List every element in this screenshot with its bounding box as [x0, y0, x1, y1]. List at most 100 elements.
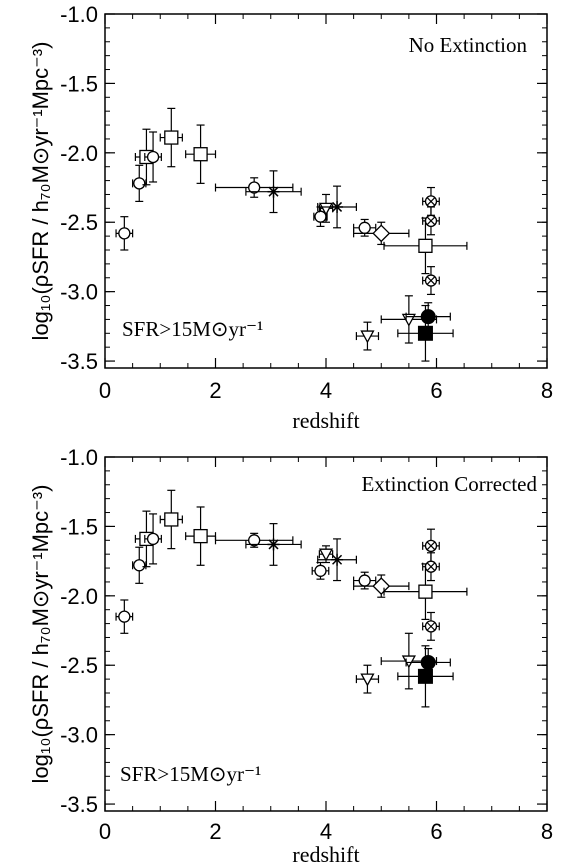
data-point — [422, 552, 440, 582]
y-tick-labels: -1.0 -1.5 -2.0 -2.5 -3.0 -3.5 — [60, 445, 98, 817]
point-marker-arm — [332, 201, 343, 212]
point-marker — [360, 330, 375, 344]
annotation-bottom: SFR>15M⊙yr⁻¹ — [122, 317, 263, 341]
y-tick-label: -1.0 — [60, 2, 98, 27]
y-axis-label: log₁₀(ρSFR / h₇₀M⊙yr⁻¹Mpc⁻³) — [28, 42, 53, 341]
data-point — [317, 185, 357, 229]
point-marker-cross — [426, 216, 436, 226]
point-marker — [358, 221, 371, 234]
annotation-top: No Extinction — [409, 33, 528, 57]
x-tick-label: 2 — [209, 819, 221, 844]
point-marker — [146, 150, 160, 164]
annotation-top: Extinction Corrected — [361, 472, 537, 496]
point-marker — [248, 181, 261, 194]
x-tick-label: 6 — [430, 819, 442, 844]
data-point — [313, 206, 328, 227]
data-point — [144, 513, 162, 565]
data-point — [245, 170, 302, 214]
point-marker — [314, 210, 327, 223]
data-point — [214, 532, 294, 548]
point-marker — [420, 309, 436, 325]
data-point — [115, 599, 134, 634]
y-tick-label: -3.5 — [60, 792, 98, 817]
y-tick-label: -2.0 — [60, 141, 98, 166]
point-marker — [372, 224, 391, 243]
data-point — [144, 131, 162, 183]
point-marker — [193, 147, 208, 162]
x-tick-label: 0 — [99, 378, 111, 403]
data-point — [355, 664, 380, 694]
data-point — [185, 124, 217, 184]
data-point — [159, 107, 183, 168]
x-tick-label: 8 — [541, 378, 553, 403]
y-tick-labels: -1.0 -1.5 -2.0 -2.5 -3.0 -3.5 — [60, 2, 98, 374]
point-marker — [417, 325, 433, 341]
point-marker — [248, 534, 261, 547]
y-tick-label: -2.5 — [60, 210, 98, 235]
point-marker — [420, 654, 436, 670]
y-tick-label: -1.5 — [60, 71, 98, 96]
point-marker — [164, 512, 179, 527]
chart-panel-extinction-corrected: -1.0 -1.5 -2.0 -2.5 -3.0 -3.5 0 2 4 6 8 Extinctio… — [28, 445, 553, 867]
point-marker — [133, 177, 146, 190]
y-tick-label: -2.5 — [60, 653, 98, 678]
point-marker — [418, 584, 433, 599]
point-marker — [358, 574, 371, 587]
data-point — [159, 489, 183, 550]
x-tick-label: 2 — [209, 378, 221, 403]
point-marker — [118, 610, 131, 623]
point-marker-cross — [426, 276, 436, 285]
point-marker-cross — [426, 562, 436, 572]
point-marker — [193, 528, 208, 544]
x-tick-label: 0 — [99, 819, 111, 844]
data-point — [245, 523, 302, 566]
data-point — [311, 561, 330, 580]
axis-ticks — [104, 13, 548, 368]
data-point — [422, 206, 440, 236]
point-marker — [164, 130, 179, 145]
point-marker-arm — [332, 554, 343, 565]
x-tick-label: 4 — [320, 378, 332, 403]
chart-panel-no-extinction: -1.0 -1.5 -2.0 -2.5 -3.0 -3.5 0 2 4 6 8 No Extinc… — [28, 2, 553, 433]
y-tick-label: -1.5 — [60, 514, 98, 539]
data-point — [132, 546, 147, 584]
y-tick-label: -3.0 — [60, 280, 98, 305]
data-point — [383, 217, 468, 275]
y-tick-label: -3.5 — [60, 349, 98, 374]
x-tick-labels: 0 2 4 6 8 — [99, 819, 553, 844]
data-points — [115, 489, 468, 708]
y-tick-label: -3.0 — [60, 723, 98, 748]
point-marker-arm — [268, 186, 279, 197]
annotation-bottom: SFR>15M⊙yr⁻¹ — [120, 762, 261, 786]
data-point — [355, 321, 380, 351]
data-point — [397, 304, 454, 362]
point-marker — [372, 577, 391, 596]
point-marker — [360, 673, 375, 687]
point-marker — [318, 202, 334, 216]
data-point — [353, 574, 410, 598]
data-point — [132, 164, 147, 203]
data-point — [353, 221, 410, 246]
x-tick-label: 6 — [430, 378, 442, 403]
x-tick-labels: 0 2 4 6 8 — [99, 378, 553, 403]
data-point — [317, 538, 357, 582]
data-point — [383, 563, 468, 621]
point-marker — [146, 532, 160, 546]
data-points — [115, 107, 468, 362]
y-tick-label: -2.0 — [60, 584, 98, 609]
data-point — [214, 177, 294, 198]
point-marker — [418, 238, 433, 253]
point-marker — [314, 564, 327, 577]
data-point — [422, 611, 440, 641]
plot-frame — [104, 13, 548, 369]
data-point — [115, 216, 134, 251]
axis-ticks — [104, 456, 548, 811]
y-tick-label: -1.0 — [60, 445, 98, 470]
point-marker-cross — [426, 621, 436, 631]
x-axis-label: redshift — [292, 842, 359, 867]
point-marker-arm — [268, 539, 279, 550]
point-marker-cross — [426, 196, 436, 206]
point-marker — [417, 668, 433, 684]
x-tick-label: 4 — [320, 819, 332, 844]
